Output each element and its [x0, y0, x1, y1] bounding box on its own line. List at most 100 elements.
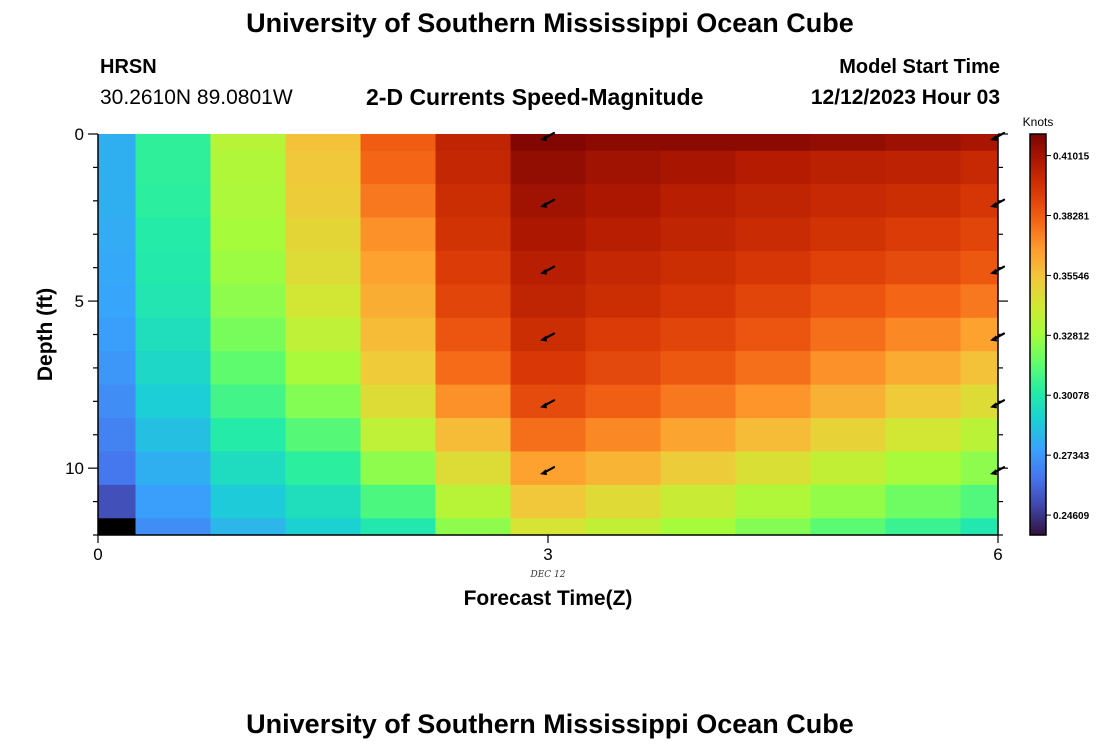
heatmap-cell — [285, 351, 361, 386]
heatmap-cell — [810, 451, 886, 486]
heatmap-cell — [960, 418, 999, 452]
heatmap-cell — [660, 250, 736, 285]
heatmap-cell — [660, 150, 736, 185]
heatmap-cell — [510, 418, 586, 452]
heatmap-cell — [810, 384, 886, 419]
heatmap-cell — [135, 250, 211, 285]
current-arrow — [540, 265, 556, 275]
heatmap-cell — [810, 284, 886, 319]
heatmap-cell — [435, 451, 511, 486]
heatmap-cell — [285, 134, 361, 152]
colorbar-tick-label: 0.24609 — [1053, 511, 1090, 522]
heatmap-cell — [660, 184, 736, 219]
current-arrow — [990, 198, 1006, 208]
heatmap-cell — [810, 250, 886, 285]
heatmap-cell — [885, 451, 961, 486]
heatmap-cell — [885, 250, 961, 285]
heatmap-cell — [660, 418, 736, 452]
y-tick-label: 10 — [65, 459, 84, 478]
heatmap-cell — [510, 317, 586, 352]
plot-title: 2-D Currents Speed-Magnitude — [366, 84, 704, 110]
heatmap-cell — [735, 418, 811, 452]
heatmap-cell — [210, 484, 286, 519]
colorbar-tick-label: 0.30078 — [1053, 391, 1090, 402]
heatmap-cell — [585, 317, 661, 352]
heatmap-cell — [510, 351, 586, 386]
heatmap-cell — [660, 317, 736, 352]
heatmap-cell — [435, 418, 511, 452]
heatmap-cell — [885, 184, 961, 219]
heatmap-cell — [360, 418, 436, 452]
heatmap-cell — [435, 217, 511, 252]
heatmap-cell — [660, 484, 736, 519]
heatmap-cell — [435, 184, 511, 219]
x-tick-label: 0 — [93, 545, 102, 564]
heatmap-cell — [510, 217, 586, 252]
heatmap-cell — [360, 351, 436, 386]
heatmap-cell — [585, 284, 661, 319]
heatmap-cell — [810, 317, 886, 352]
heatmap-cell — [435, 317, 511, 352]
heatmap-cell — [960, 134, 999, 152]
heatmap-cell — [960, 384, 999, 419]
heatmap-cell — [960, 451, 999, 486]
heatmap-cell — [510, 184, 586, 219]
heatmap-cell — [735, 484, 811, 519]
heatmap-cell — [585, 518, 661, 536]
heatmap-cell — [435, 150, 511, 185]
current-arrow — [540, 466, 556, 476]
heatmap-cell — [98, 351, 136, 386]
heatmap-cell — [435, 484, 511, 519]
heatmap-cell — [735, 284, 811, 319]
heatmap-cell — [960, 317, 999, 352]
y-tick-label: 5 — [75, 292, 84, 311]
heatmap-cell — [585, 134, 661, 152]
heatmap-cell — [98, 384, 136, 419]
heatmap-cell — [98, 150, 136, 185]
heatmap-cell — [285, 184, 361, 219]
heatmap-cell — [585, 418, 661, 452]
heatmap-cell — [98, 518, 136, 536]
heatmap-cell — [660, 284, 736, 319]
heatmap-cell — [735, 384, 811, 419]
heatmap-cell — [285, 451, 361, 486]
heatmap-cell — [660, 451, 736, 486]
bottom-title: University of Southern Mississippi Ocean… — [246, 709, 854, 739]
heatmap-cell — [210, 217, 286, 252]
heatmap-cell — [360, 217, 436, 252]
colorbar — [1029, 133, 1047, 536]
heatmap-cell — [285, 284, 361, 319]
heatmap-cell — [98, 217, 136, 252]
heatmap-cell — [660, 217, 736, 252]
colorbar-tick-label: 0.27343 — [1053, 451, 1090, 462]
heatmap-cell — [510, 250, 586, 285]
heatmap-cell — [885, 518, 961, 536]
heatmap-cell — [585, 451, 661, 486]
heatmap-cell — [585, 250, 661, 285]
heatmap-cell — [135, 418, 211, 452]
heatmap-cell — [210, 451, 286, 486]
heatmap-cell — [960, 484, 999, 519]
heatmap-cell — [885, 384, 961, 419]
current-arrow — [990, 265, 1006, 275]
heatmap-cell — [210, 384, 286, 419]
heatmap-cell — [510, 518, 586, 536]
heatmap-cell — [435, 250, 511, 285]
x-axis-title: Forecast Time(Z) — [464, 587, 633, 610]
heatmap-cell — [585, 217, 661, 252]
heatmap-cell — [135, 184, 211, 219]
heatmap-cell — [435, 384, 511, 419]
heatmap-cell — [885, 217, 961, 252]
heatmap-cell — [285, 484, 361, 519]
heatmap-cell — [285, 150, 361, 185]
heatmap-cell — [960, 217, 999, 252]
colorbar-tick-label: 0.35546 — [1053, 271, 1090, 282]
heatmap-cell — [98, 284, 136, 319]
heatmap-cell — [435, 284, 511, 319]
heatmap-chart: 0 5 10 0 3 6 DEC 12 Forecast Time(Z) Depth (ft) K… — [34, 115, 1090, 610]
heatmap-cell — [660, 351, 736, 386]
current-arrow — [990, 399, 1006, 409]
heatmap-cell — [885, 150, 961, 185]
heatmap-cell — [885, 134, 961, 152]
heatmap-cell — [98, 484, 136, 519]
